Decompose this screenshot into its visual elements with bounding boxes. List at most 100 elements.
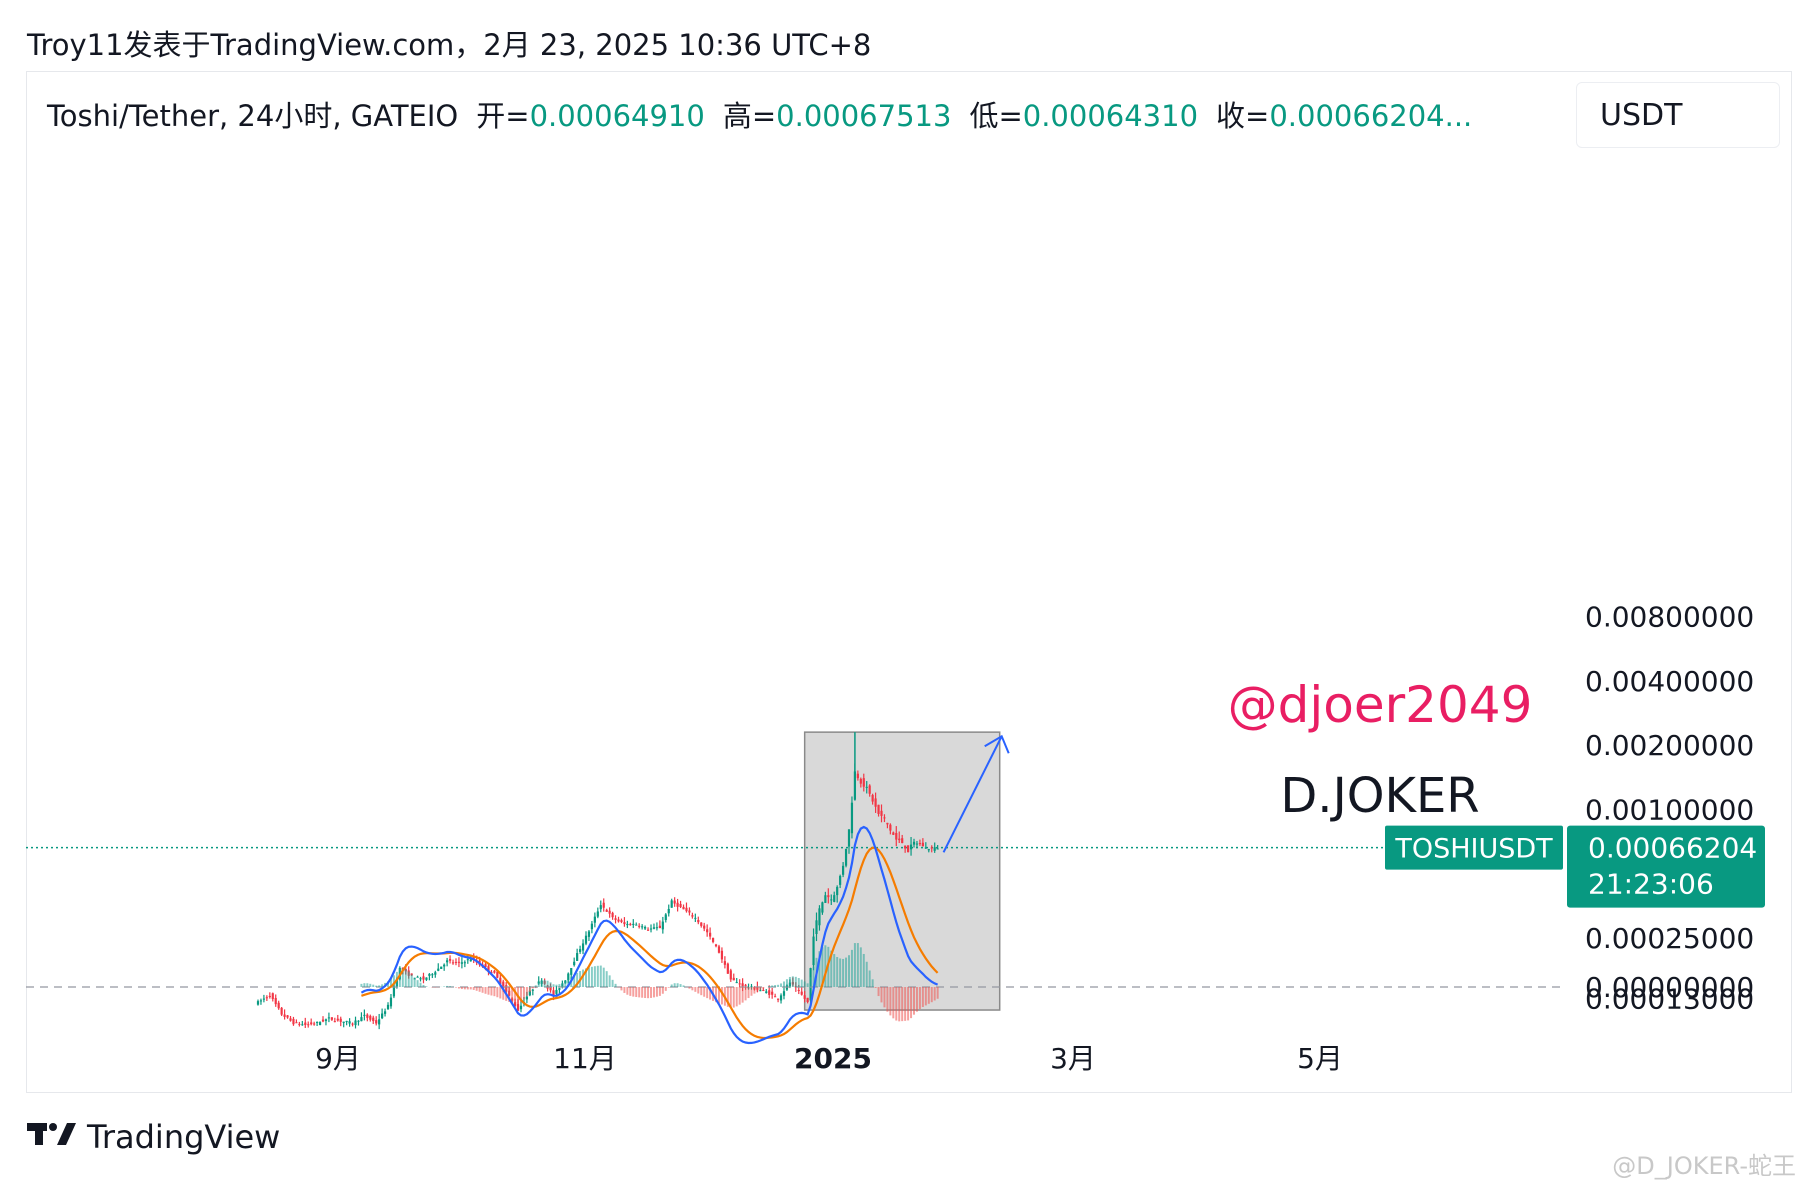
candle-body xyxy=(357,1020,360,1022)
candle-body xyxy=(256,1001,260,1005)
candle-body xyxy=(771,991,774,995)
candle-body xyxy=(484,964,487,968)
candle-body xyxy=(434,972,437,975)
candle-body xyxy=(333,1021,336,1023)
brand-name: TradingView xyxy=(87,1118,281,1156)
symbol-legend: Toshi/Tether, 24小时, GATEIO 开=0.00064910 高=… xyxy=(47,93,1472,135)
candle-body xyxy=(915,843,919,845)
candle-body xyxy=(883,817,886,819)
arrow-head xyxy=(984,734,1010,754)
y-tick-label: 0.00000000 xyxy=(1585,971,1754,1004)
candle-body xyxy=(649,928,653,930)
y-tick-label: 0.00100000 xyxy=(1585,793,1754,826)
candle-body xyxy=(735,982,738,984)
candle-body xyxy=(658,925,661,929)
candle-body xyxy=(587,931,591,937)
candle-body xyxy=(868,785,871,794)
candle-body xyxy=(537,981,540,984)
candle-body xyxy=(460,962,463,964)
candle-body xyxy=(378,1019,381,1025)
candle-body xyxy=(726,963,729,974)
candle-body xyxy=(765,991,768,994)
candle-body xyxy=(623,922,626,925)
candle-body xyxy=(933,847,936,851)
candle-body xyxy=(836,886,839,896)
candle-body xyxy=(738,983,741,985)
candle-body xyxy=(806,997,809,1002)
name-annotation: D.JOKER xyxy=(1280,768,1479,824)
candle-body xyxy=(833,895,836,902)
legend-close-value: 0.00066204... xyxy=(1269,99,1473,133)
candle-body xyxy=(877,804,880,814)
candle-body xyxy=(709,932,712,937)
candle-body xyxy=(519,1005,523,1010)
x-tick-label: 5月 xyxy=(1297,1042,1343,1075)
candle-body xyxy=(688,910,691,913)
candle-body xyxy=(936,848,939,850)
candle-body xyxy=(605,909,608,912)
candle-body xyxy=(502,981,505,989)
candle-body xyxy=(324,1019,328,1021)
candle-body xyxy=(549,987,552,991)
candle-body xyxy=(912,841,916,845)
candle-body xyxy=(626,923,629,926)
y-tick-label: 0.00013000 xyxy=(1585,983,1754,1016)
candle-body xyxy=(576,953,579,961)
candle-body xyxy=(723,961,726,965)
candle-body xyxy=(909,844,913,850)
candle-body xyxy=(895,833,898,840)
candle-body xyxy=(383,1011,387,1014)
candle-body xyxy=(327,1017,331,1019)
tradingview-branding[interactable]: TradingView xyxy=(27,1118,280,1156)
legend-low-label: 低= xyxy=(969,99,1023,133)
candle-body xyxy=(316,1021,319,1023)
candle-body xyxy=(717,946,721,953)
legend-low-value: 0.00064310 xyxy=(1022,99,1199,133)
candle-body xyxy=(466,959,469,961)
candle-body xyxy=(632,923,635,926)
candle-body xyxy=(839,876,842,885)
candle-body xyxy=(451,962,455,964)
projection-arrow xyxy=(942,735,1003,853)
candle-body xyxy=(516,1004,520,1011)
candle-body xyxy=(841,865,845,875)
candle-body xyxy=(661,921,664,930)
candle-body xyxy=(487,966,490,971)
candle-body xyxy=(307,1024,310,1026)
candle-body xyxy=(602,902,605,908)
candle-body xyxy=(567,973,570,981)
candle-body xyxy=(641,926,644,928)
candle-body xyxy=(898,838,901,841)
candle-body xyxy=(768,990,771,995)
chart-frame[interactable] xyxy=(26,71,1792,1093)
candle-body xyxy=(496,971,499,978)
candle-body xyxy=(646,929,650,931)
candle-body xyxy=(927,849,930,851)
candle-body xyxy=(525,996,529,1000)
price-tag-countdown: 21:23:06 xyxy=(1588,868,1714,901)
candle-body xyxy=(812,936,815,966)
x-tick-label: 2025 xyxy=(794,1042,872,1075)
candle-body xyxy=(280,1007,283,1015)
candle-body xyxy=(448,958,452,961)
candle-body xyxy=(694,917,697,919)
candle-body xyxy=(528,990,531,996)
legend-high-value: 0.00067513 xyxy=(776,99,952,133)
candle-body xyxy=(741,983,744,987)
candle-body xyxy=(673,900,676,904)
candle-body xyxy=(850,802,854,834)
currency-unit-button[interactable]: USDT xyxy=(1576,82,1780,148)
candle-body xyxy=(596,911,599,917)
candle-body xyxy=(930,847,933,849)
candle-body xyxy=(782,991,786,996)
candle-body xyxy=(762,989,765,991)
candle-body xyxy=(697,919,700,923)
candle-body xyxy=(295,1022,298,1024)
candle-body xyxy=(638,925,641,927)
candle-body xyxy=(685,907,688,912)
y-tick-label: 0.00200000 xyxy=(1585,729,1754,762)
x-tick-label: 11月 xyxy=(553,1042,617,1075)
candle-body xyxy=(830,899,833,901)
candle-body xyxy=(904,845,907,849)
